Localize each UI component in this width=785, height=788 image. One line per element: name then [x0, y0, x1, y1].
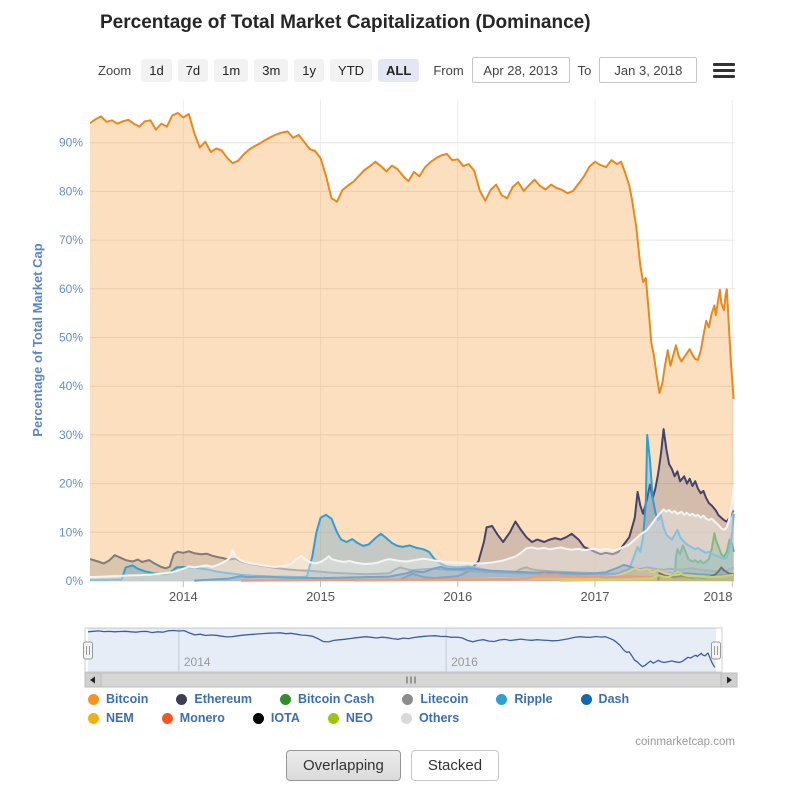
watermark-credit: coinmarketcap.com	[635, 736, 735, 748]
svg-text:10%: 10%	[59, 525, 83, 539]
svg-text:2016: 2016	[443, 589, 472, 604]
legend-label: Bitcoin	[106, 692, 149, 706]
line-litecoin	[90, 550, 734, 576]
legend-label: NEM	[106, 711, 134, 725]
legend-label: Ethereum	[194, 692, 253, 706]
legend-item-neo[interactable]: NEO	[327, 711, 373, 725]
line-bitcoin	[90, 112, 735, 399]
legend-dot-icon	[280, 693, 292, 705]
svg-text:70%: 70%	[59, 233, 83, 247]
line-ripple	[90, 433, 735, 581]
legend-label: Others	[418, 711, 460, 725]
zoom-label: Zoom	[98, 62, 132, 78]
svg-text:2014: 2014	[169, 589, 198, 604]
legend-dot-icon	[88, 712, 99, 724]
legend-dot-icon	[580, 693, 592, 705]
zoom-button-ytd[interactable]: YTD	[330, 58, 373, 82]
to-date-input[interactable]	[599, 57, 698, 83]
zoom-button-3m[interactable]: 3m	[254, 58, 289, 82]
legend-item-monero[interactable]: Monero	[161, 711, 225, 725]
stacked-button[interactable]: Stacked	[410, 750, 500, 781]
navigator-series-line	[87, 629, 716, 668]
mode-buttons: Overlapping Stacked	[0, 750, 785, 781]
navigator-left-handle[interactable]	[83, 641, 93, 660]
legend-dot-icon	[400, 712, 412, 724]
plot-area[interactable]	[90, 100, 735, 581]
overlapping-button[interactable]: Overlapping	[285, 750, 401, 781]
svg-text:2018: 2018	[704, 589, 733, 604]
legend-item-nem[interactable]: NEM	[88, 711, 134, 725]
right-arrow-icon	[727, 676, 732, 684]
zoom-button-7d[interactable]: 7d	[177, 58, 209, 82]
area-ethereum	[400, 429, 734, 581]
line-neo	[560, 570, 734, 582]
page-title: Percentage of Total Market Capitalizatio…	[100, 12, 591, 33]
legend-dot-icon	[88, 693, 99, 705]
zoom-button-1m[interactable]: 1m	[214, 58, 249, 82]
line-ethereum	[399, 428, 735, 581]
zoom-button-1y[interactable]: 1y	[294, 58, 325, 82]
navigator-right-handle[interactable]	[711, 641, 721, 660]
svg-text:60%: 60%	[59, 282, 83, 296]
area-bitcoin	[90, 113, 734, 581]
legend-item-bitcoin[interactable]: Bitcoin	[88, 692, 148, 706]
legend-dot-icon	[252, 712, 264, 724]
legend-label: NEO	[345, 711, 373, 725]
legend-item-ripple[interactable]: Ripple	[496, 692, 553, 706]
legend-dot-icon	[161, 712, 173, 724]
left-arrow-icon	[90, 676, 95, 684]
legend-label: Monero	[179, 711, 225, 725]
legend-item-iota[interactable]: IOTA	[252, 711, 300, 725]
svg-text:30%: 30%	[59, 428, 83, 442]
legend-dot-icon	[402, 693, 414, 705]
svg-text:50%: 50%	[59, 331, 83, 345]
svg-text:2017: 2017	[581, 589, 610, 604]
navigator-selected-range[interactable]	[88, 628, 716, 672]
svg-text:90%: 90%	[59, 136, 83, 150]
y-axis-labels: 0% 10% 20% 30% 40% 50% 60% 70% 80% 90%	[59, 136, 83, 588]
svg-text:80%: 80%	[59, 184, 83, 198]
chart-controls: Zoom 1d 7d 1m 3m 1y YTD ALL From To	[98, 57, 736, 83]
legend-item-litecoin[interactable]: Litecoin	[402, 692, 468, 706]
legend: Bitcoin Ethereum Bitcoin Cash Litecoin Rippl…	[88, 692, 668, 725]
legend-label: Litecoin	[420, 692, 469, 706]
series-group	[90, 112, 735, 582]
area-others	[90, 486, 734, 581]
svg-text:20%: 20%	[59, 477, 83, 491]
scrollbar	[84, 672, 738, 688]
hamburger-menu-icon[interactable]	[713, 60, 736, 81]
zoom-button-all[interactable]: ALL	[378, 58, 420, 82]
navigator: 2014 2016	[83, 627, 723, 673]
to-label: To	[577, 62, 592, 78]
legend-item-dash[interactable]: Dash	[580, 692, 630, 706]
area-neo	[560, 571, 734, 581]
area-nem	[354, 568, 734, 581]
navigator-year-label: 2014	[184, 655, 211, 669]
navigator-year-label: 2016	[451, 655, 478, 669]
legend-label: Ripple	[514, 692, 553, 706]
area-ripple	[90, 434, 734, 581]
legend-label: Bitcoin Cash	[298, 692, 375, 706]
legend-item-ethereum[interactable]: Ethereum	[176, 692, 252, 706]
svg-text:0%: 0%	[66, 574, 84, 588]
y-axis-title: Percentage of Total Market Cap	[30, 243, 45, 436]
svg-text:40%: 40%	[59, 379, 83, 393]
legend-label: Dash	[598, 692, 630, 706]
from-date-input[interactable]	[471, 57, 570, 83]
legend-item-others[interactable]: Others	[400, 711, 460, 725]
legend-dot-icon	[327, 712, 339, 724]
legend-label: IOTA	[270, 711, 300, 725]
x-axis-labels: 2014 2015 2016 2017 2018	[169, 581, 733, 604]
legend-item-bitcoin-cash[interactable]: Bitcoin Cash	[280, 692, 374, 706]
legend-dot-icon	[176, 693, 188, 705]
line-bitcoin-cash	[673, 532, 735, 581]
from-label: From	[433, 62, 464, 78]
zoom-button-1d[interactable]: 1d	[141, 58, 172, 82]
line-others	[90, 485, 735, 579]
legend-dot-icon	[496, 693, 508, 705]
svg-text:2015: 2015	[306, 589, 335, 604]
